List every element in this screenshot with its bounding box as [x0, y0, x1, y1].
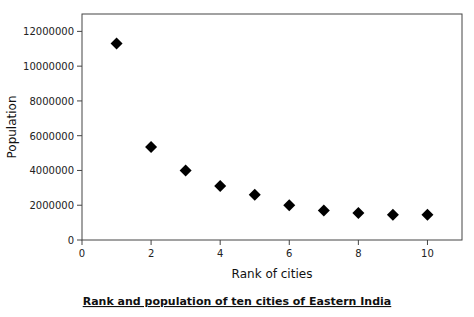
x-tick-label: 4: [217, 248, 223, 259]
y-tick: [77, 100, 82, 101]
x-tick-label: 0: [79, 248, 85, 259]
point: [387, 209, 399, 221]
point: [352, 207, 364, 219]
x-tick: [82, 240, 83, 245]
point: [111, 38, 123, 50]
x-tick: [427, 240, 428, 245]
plot-frame: [82, 14, 462, 240]
y-tick: [77, 205, 82, 206]
x-tick: [358, 240, 359, 245]
x-tick-label: 2: [148, 248, 154, 259]
x-tick: [289, 240, 290, 245]
point: [421, 209, 433, 221]
x-tick: [220, 240, 221, 245]
x-tick-label: 8: [355, 248, 361, 259]
title: Rank and population of ten cities of Eas…: [83, 295, 392, 308]
point: [214, 180, 226, 192]
point: [145, 141, 157, 153]
y-tick: [77, 31, 82, 32]
y-tick-label: 8000000: [29, 96, 74, 107]
y-tick-label: 6000000: [29, 131, 74, 142]
y-tick-label: 12000000: [23, 26, 74, 37]
chart: 0 2000000 4000000 6000000 8000000 10000000 120…: [0, 0, 474, 317]
y-tick-label: 4000000: [29, 165, 74, 176]
point: [318, 204, 330, 216]
x-axis-label: Rank of cities: [232, 267, 313, 281]
point: [249, 189, 261, 201]
y-tick-label: 0: [68, 235, 74, 246]
y-tick: [77, 240, 82, 241]
y-axis-label: Population: [5, 95, 19, 158]
y-tick-label: 2000000: [29, 200, 74, 211]
point: [180, 164, 192, 176]
y-tick: [77, 135, 82, 136]
x-tick-label: 6: [286, 248, 292, 259]
y-tick-label: 10000000: [23, 61, 74, 72]
points: [111, 38, 434, 221]
point: [283, 199, 295, 211]
x-tick: [151, 240, 152, 245]
y-tick: [77, 66, 82, 67]
y-tick: [77, 170, 82, 171]
x-tick-label: 10: [421, 248, 434, 259]
